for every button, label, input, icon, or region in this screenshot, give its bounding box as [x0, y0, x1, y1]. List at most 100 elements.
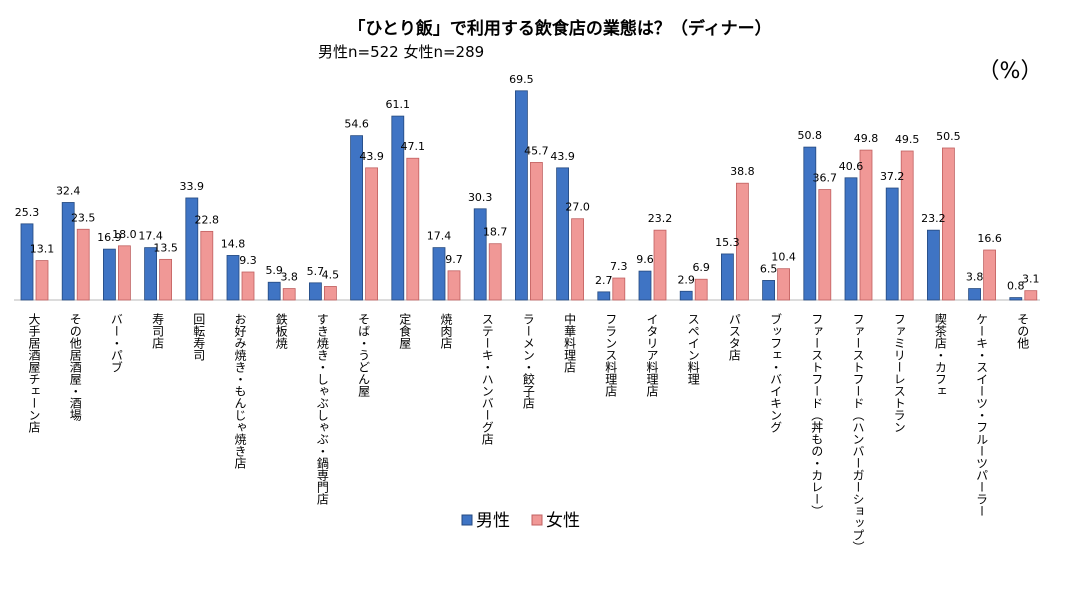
value-label-female-19: 36.7 — [813, 172, 838, 185]
bar-male-11 — [473, 208, 487, 301]
bar-male-22 — [927, 229, 940, 301]
category-label-23: ケーキ・スイーツ・フルーツパーラー — [975, 313, 989, 517]
category-label-24: その他 — [1016, 313, 1030, 349]
bar-male-8 — [350, 135, 364, 301]
bar-male-19 — [803, 146, 817, 301]
category-label-20: ファーストフード（ハンバーガーショップ） — [851, 313, 865, 553]
category-label-19: ファーストフード（丼もの・カレー） — [810, 313, 824, 517]
bar-female-5 — [241, 271, 255, 301]
category-label-10: 焼肉店 — [439, 313, 453, 349]
category-label-17: パスタ店 — [727, 313, 741, 361]
value-label-female-6: 3.8 — [280, 271, 298, 284]
bar-female-2 — [118, 245, 131, 301]
bar-female-17 — [736, 182, 749, 301]
value-label-female-3: 13.5 — [153, 241, 178, 254]
bar-female-18 — [777, 268, 790, 301]
bar-female-14 — [612, 277, 626, 301]
value-label-female-23: 16.6 — [977, 232, 1002, 245]
category-label-16: スペイン料理 — [686, 313, 700, 385]
value-label-male-2: 16.9 — [97, 231, 122, 244]
bar-male-5 — [226, 255, 240, 301]
bar-female-16 — [694, 278, 708, 301]
bar-female-8 — [365, 167, 379, 301]
legend-label-female: 女性 — [546, 511, 580, 531]
bar-male-24 — [1009, 297, 1023, 301]
bar-female-7 — [323, 286, 337, 301]
value-label-female-0: 13.1 — [30, 243, 55, 256]
bar-male-14 — [597, 291, 611, 301]
category-label-5: お好み焼き・もんじゃ焼き店 — [233, 313, 247, 469]
bar-male-10 — [432, 247, 446, 301]
bar-male-0 — [20, 223, 34, 301]
value-label-female-20: 49.8 — [854, 132, 879, 145]
value-label-female-13: 27.0 — [565, 201, 590, 214]
value-label-female-21: 49.5 — [895, 133, 920, 146]
value-label-male-3: 17.4 — [138, 230, 163, 243]
category-label-14: フランス料理店 — [604, 313, 618, 397]
value-label-male-22: 23.2 — [921, 212, 946, 225]
bar-male-20 — [844, 177, 858, 301]
bar-female-13 — [571, 218, 584, 301]
bar-female-3 — [159, 258, 173, 301]
value-label-female-9: 47.1 — [401, 140, 426, 153]
value-label-female-15: 23.2 — [648, 212, 673, 225]
category-label-0: 大手居酒屋チェーン店 — [27, 313, 41, 433]
value-label-female-22: 50.5 — [936, 130, 961, 143]
bar-male-16 — [679, 290, 693, 301]
value-label-male-0: 25.3 — [15, 206, 40, 219]
value-label-female-10: 9.7 — [445, 253, 463, 266]
chart-title: 「ひとり飯」で利用する飲食店の業態は？（ディナー） — [348, 18, 771, 39]
category-label-6: 鉄板焼 — [274, 312, 288, 349]
category-label-18: ブッフェ・バイキング — [769, 312, 783, 433]
value-label-female-2: 18.0 — [112, 228, 137, 241]
value-label-male-14: 2.7 — [595, 274, 613, 287]
value-label-female-8: 43.9 — [359, 150, 384, 163]
category-label-8: そば・うどん屋 — [357, 313, 371, 398]
category-label-11: ステーキ・ハンバーグ店 — [480, 313, 494, 445]
category-label-1: その他居酒屋・酒場 — [68, 313, 82, 422]
legend-swatch-male — [461, 514, 473, 526]
bar-male-13 — [556, 167, 569, 301]
value-label-female-5: 9.3 — [239, 254, 257, 267]
bar-female-24 — [1024, 290, 1038, 301]
value-label-male-21: 37.2 — [880, 170, 905, 183]
value-label-female-11: 18.7 — [483, 226, 508, 239]
bar-female-15 — [653, 229, 667, 301]
value-label-male-5: 14.8 — [221, 237, 246, 250]
value-label-male-4: 33.9 — [180, 180, 205, 193]
bar-female-19 — [818, 189, 832, 301]
bar-female-11 — [488, 243, 502, 301]
bar-male-21 — [885, 187, 899, 301]
bar-female-9 — [406, 157, 420, 301]
bar-female-12 — [530, 162, 543, 301]
category-label-21: ファミリーレストラン — [892, 313, 906, 433]
bar-male-1 — [61, 202, 75, 301]
value-label-male-9: 61.1 — [386, 98, 411, 111]
value-label-male-20: 40.6 — [839, 160, 864, 173]
category-label-13: 中華料理店 — [563, 312, 577, 373]
value-label-female-7: 4.5 — [322, 268, 340, 281]
value-label-male-1: 32.4 — [56, 184, 81, 197]
value-label-male-18: 6.5 — [760, 262, 778, 275]
value-label-male-10: 17.4 — [427, 230, 452, 243]
value-label-female-1: 23.5 — [71, 211, 96, 224]
value-labels-group: 25.313.132.423.516.918.0 17.413.533.922.8… — [15, 73, 1040, 293]
bar-female-1 — [76, 228, 90, 301]
bar-male-9 — [391, 115, 405, 301]
value-label-female-17: 38.8 — [730, 165, 755, 178]
category-label-15: イタリア料理店 — [645, 313, 659, 397]
value-label-female-24: 3.1 — [1022, 273, 1040, 286]
legend-label-male: 男性 — [476, 511, 510, 531]
value-label-male-19: 50.8 — [798, 129, 823, 142]
unit-label: （%） — [978, 59, 1043, 84]
value-label-male-13: 43.9 — [550, 150, 575, 163]
value-label-female-14: 7.3 — [610, 260, 628, 273]
category-label-2: バー・パブ — [109, 313, 123, 373]
value-label-male-23: 3.8 — [966, 271, 984, 284]
value-label-female-12: 45.7 — [524, 144, 549, 157]
bar-male-12 — [515, 90, 528, 301]
bar-female-6 — [282, 288, 296, 301]
value-label-male-11: 30.3 — [468, 191, 493, 204]
category-label-22: 喫茶店・カフェ — [933, 313, 947, 397]
